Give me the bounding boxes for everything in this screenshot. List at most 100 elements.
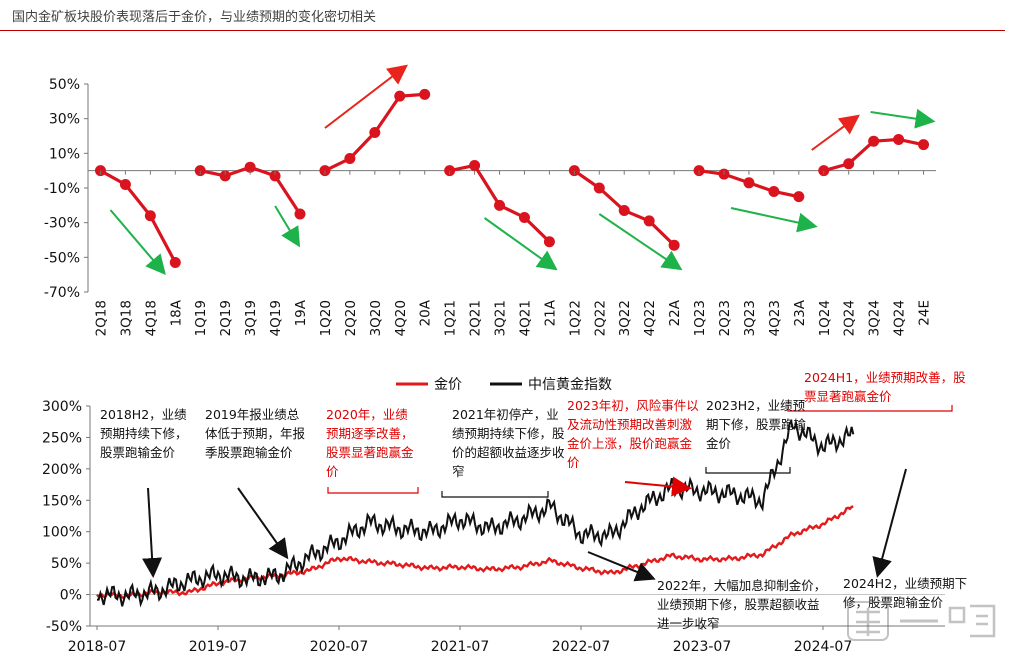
top-x-tick-label: 1Q23 [692,300,708,336]
gold-price-line [96,505,854,600]
top-x-tick-label: 2Q19 [218,300,234,336]
top-x-tick-label: 1Q19 [193,300,209,336]
top-x-tick-label: 3Q21 [493,300,509,336]
top-x-tick-label: 4Q23 [767,300,783,336]
annotation-2024h2: 2024H2，业绩预期下修，股票跑输金价 [843,576,968,610]
top-x-tick-label: 22A [667,299,683,326]
data-point [369,127,381,139]
title-divider [0,30,1005,31]
top-x-tick-label: 24E [917,300,933,326]
annotation-2019: 2019年报业绩总体低于预期，年报季股票跑输金价 [205,407,306,460]
data-point [843,158,855,170]
bottom-x-tick-label: 2019-07 [189,639,248,655]
top-x-tick-label: 2Q22 [592,300,608,336]
bottom-y-tick-label: -50% [46,619,82,635]
bottom-y-tick-label: 250% [42,430,82,446]
top-x-tick-label: 4Q20 [393,300,409,336]
annotation-2023h2: 2023H2，业绩预期下修，股票跑输金价 [706,398,807,451]
data-point [793,191,805,203]
data-point [119,179,131,191]
top-y-tick-label: -50% [44,250,80,266]
annotation-bracket [787,405,953,412]
data-point [419,88,431,100]
top-x-tick-label: 2Q20 [343,300,359,336]
top-y-tick-label: -70% [44,285,80,301]
bottom-y-tick-label: 50% [51,556,82,572]
data-point [618,205,630,217]
top-x-tick-label: 21A [542,299,558,326]
trend-arrow-red [324,64,408,129]
data-point [344,153,356,165]
data-point [593,182,605,194]
top-x-tick-label: 1Q24 [817,300,833,336]
trend-arrow-red [811,114,860,151]
bottom-x-tick-label: 2020-07 [310,639,369,655]
data-point [294,208,306,220]
gold-index-line [97,419,855,608]
page-title: 国内金矿板块股价表现落后于金价，与业绩预期的变化密切相关 [12,10,377,25]
top-x-tick-label: 4Q19 [268,300,284,336]
series-line-2018 [99,169,177,264]
annotation-arrow [624,476,692,497]
annotation-2020: 2020年，业绩预期逐季改善，股票显著跑赢金价 [326,407,414,479]
top-x-tick-label: 4Q18 [143,300,159,336]
top-x-tick-label: 18A [168,299,184,326]
top-y-tick-label: -10% [44,181,80,197]
top-x-tick-label: 3Q22 [617,300,633,336]
trend-arrow-green [274,205,301,248]
annotation-bracket [705,467,791,474]
top-x-tick-label: 1Q22 [567,300,583,336]
bottom-y-tick-label: 300% [42,399,82,415]
top-x-tick-label: 1Q20 [318,300,334,336]
top-x-tick-label: 2Q18 [93,300,109,336]
data-point [743,177,755,189]
bottom-x-tick-label: 2024-07 [794,639,853,655]
top-quarterly-chart: 50% 30% 10% -10% -30% -50% -70% 2Q18 3Q18 4Q18 18… [44,64,936,336]
annotation-bracket [327,487,419,494]
data-point [518,211,530,223]
trend-arrow-green [598,213,683,271]
trend-arrow-green [109,209,166,276]
annotation-arrow [872,468,907,578]
top-x-tick-label: 20A [418,299,434,326]
trend-arrow-green [730,207,818,233]
annotation-arrow [142,487,163,578]
trend-arrow-green [484,217,558,271]
data-point [668,239,680,251]
bottom-y-tick-label: 200% [42,462,82,478]
data-point [643,215,655,227]
top-x-tick-label: 3Q24 [867,300,883,336]
bottom-x-tick-label: 2018-07 [68,639,127,655]
top-x-tick-label: 2Q24 [842,300,858,336]
top-x-tick-label: 3Q18 [118,300,134,336]
data-point [469,159,481,171]
top-x-tick-label: 4Q21 [517,300,533,336]
annotation-2021: 2021年初停产，业绩预期持续下修，股价的超额收益逐步收窄 [452,407,565,479]
data-point [269,170,281,182]
bottom-x-tick-label: 2021-07 [431,639,490,655]
top-x-tick-label: 3Q20 [368,300,384,336]
top-x-tick-label: 4Q24 [892,300,908,336]
top-y-tick-label: 30% [49,112,80,128]
trend-arrow-green [870,108,936,129]
top-x-tick-label: 3Q19 [243,300,259,336]
top-y-tick-label: 10% [49,146,80,162]
data-point [244,161,256,173]
legend-index-label: 中信黄金指数 [528,376,612,393]
data-point [543,236,555,248]
data-point [219,170,231,182]
top-x-tick-label: 4Q22 [642,300,658,336]
data-point [169,257,181,269]
data-point [893,133,905,145]
top-x-tick-label: 23A [792,299,808,326]
data-point [144,210,156,222]
top-x-tick-label: 1Q21 [443,300,459,336]
data-point [494,199,506,211]
top-y-tick-label: -30% [44,216,80,232]
bottom-y-tick-label: 150% [42,493,82,509]
watermark [846,598,1006,644]
top-x-tick-label: 2Q21 [468,300,484,336]
annotation-2018h2: 2018H2，业绩预期持续下修，股票跑输金价 [100,407,188,460]
bottom-y-tick-label: 100% [42,525,82,541]
legend-gold-label: 金价 [434,377,462,393]
